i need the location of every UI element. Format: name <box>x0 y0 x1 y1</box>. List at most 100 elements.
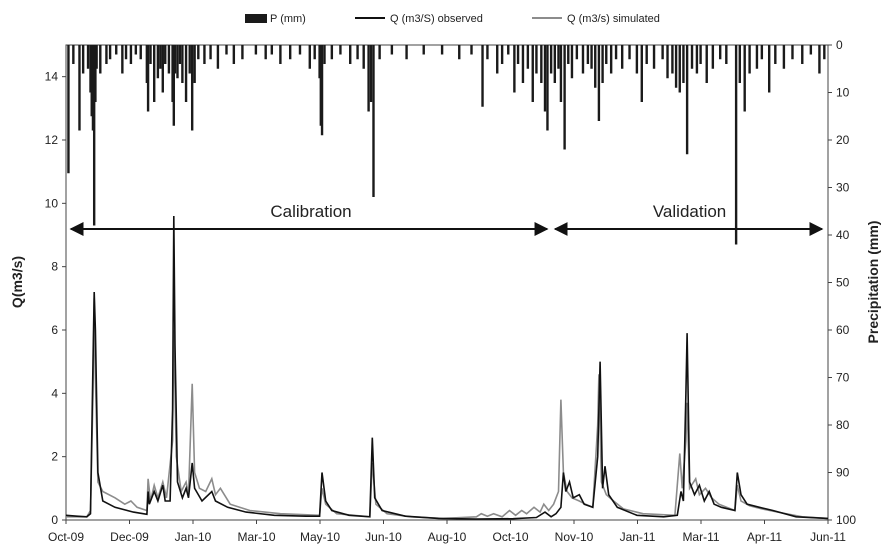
precip-bar <box>774 45 777 64</box>
x-tick-label: Mar-10 <box>237 530 275 544</box>
precip-bar <box>89 45 92 93</box>
right-tick-label: 50 <box>836 276 850 290</box>
precip-bar <box>367 45 370 112</box>
x-tick-label: Oct-10 <box>492 530 528 544</box>
x-tick-label: Aug-10 <box>428 530 467 544</box>
precip-bar <box>666 45 669 79</box>
precip-bar <box>553 45 557 83</box>
precip-bar <box>270 45 274 55</box>
precip-bar <box>190 45 194 131</box>
precip-bar <box>543 45 547 112</box>
precip-bar <box>124 45 128 60</box>
left-tick-label: 14 <box>45 70 59 84</box>
x-tick-label: Jun-10 <box>365 530 402 544</box>
precip-bar <box>149 45 152 64</box>
precip-bar <box>738 45 741 83</box>
right-tick-label: 80 <box>836 418 850 432</box>
precip-bar <box>549 45 553 74</box>
precip-bar <box>320 45 324 136</box>
right-tick-label: 0 <box>836 38 843 52</box>
right-tick-label: 30 <box>836 181 850 195</box>
left-tick-label: 8 <box>51 260 58 274</box>
precip-bar <box>671 45 674 74</box>
precip-bar <box>661 45 664 60</box>
precip-bar <box>139 45 142 60</box>
precip-bar <box>241 45 244 60</box>
precip-bar <box>496 45 499 74</box>
precip-bar <box>526 45 530 69</box>
precip-bar <box>369 45 373 102</box>
left-tick-label: 10 <box>45 196 59 210</box>
precip-bar <box>767 45 771 93</box>
precip-bar <box>695 45 699 74</box>
right-tick-label: 70 <box>836 371 850 385</box>
precip-bar <box>597 45 601 121</box>
x-tick-label: Apr-11 <box>747 530 782 544</box>
precip-bar <box>216 45 220 69</box>
precip-bar <box>72 45 75 64</box>
precip-bar <box>193 45 196 83</box>
precip-bar <box>748 45 751 74</box>
x-tick-label: Dec-09 <box>110 530 149 544</box>
precip-bar <box>705 45 708 83</box>
precip-bar <box>652 45 656 69</box>
precip-bar <box>594 45 597 88</box>
precip-bar <box>699 45 702 64</box>
x-tick-label: May-10 <box>300 530 340 544</box>
precip-bar <box>105 45 108 64</box>
x-tick-label: Mar-11 <box>682 530 719 544</box>
left-tick-label: 4 <box>51 386 58 400</box>
left-axis-title: Q(m3/s) <box>9 256 25 308</box>
precip-bar <box>298 45 302 55</box>
precip-bar <box>108 45 112 60</box>
precip-bar <box>470 45 473 55</box>
precip-bar <box>567 45 570 64</box>
validation-label: Validation <box>653 202 726 221</box>
precip-bar <box>570 45 574 79</box>
precip-bar <box>95 45 98 69</box>
precip-bar <box>546 45 549 131</box>
precip-bar <box>563 45 566 150</box>
precip-bar <box>92 45 96 226</box>
precip-bar <box>279 45 282 64</box>
precip-bar <box>405 45 408 60</box>
precip-bar <box>319 45 323 126</box>
precip-bar <box>645 45 648 64</box>
left-tick-label: 0 <box>51 513 58 527</box>
precip-bar <box>264 45 267 60</box>
precip-bar <box>362 45 365 69</box>
precip-bar <box>734 45 738 245</box>
precip-bar <box>90 45 93 117</box>
right-tick-label: 20 <box>836 133 850 147</box>
precip-bar <box>145 45 149 83</box>
precip-bar <box>685 45 689 155</box>
x-axis: Oct-09 Dec-09 Jan-10 Mar-10 May-10 Jun-10 Aug-… <box>48 520 846 544</box>
precip-bar <box>818 45 821 74</box>
right-tick-label: 90 <box>836 466 850 480</box>
left-tick-label: 12 <box>45 133 59 147</box>
precip-bar <box>486 45 489 60</box>
precip-bar <box>349 45 352 64</box>
precip-bar <box>690 45 694 69</box>
precip-bar <box>678 45 681 93</box>
x-tick-label: Nov-10 <box>555 530 594 544</box>
left-axis: 0 2 4 6 8 10 12 14 <box>45 70 66 527</box>
precip-bar <box>458 45 461 60</box>
precip-bar <box>330 45 334 60</box>
precip-bar <box>507 45 510 55</box>
precip-bar <box>209 45 212 60</box>
precip-bar <box>146 45 150 112</box>
x-tick-label: Oct-09 <box>48 530 84 544</box>
precip-bar <box>581 45 585 74</box>
precip-bar <box>540 45 543 83</box>
precip-bar <box>161 45 164 93</box>
precip-bar <box>78 45 81 131</box>
precip-bar <box>86 45 90 69</box>
precip-bar <box>203 45 206 64</box>
precip-bar <box>188 45 191 74</box>
precip-bar <box>378 45 381 60</box>
precip-bar <box>156 45 160 79</box>
precip-bar <box>129 45 133 64</box>
precip-bar <box>513 45 516 93</box>
